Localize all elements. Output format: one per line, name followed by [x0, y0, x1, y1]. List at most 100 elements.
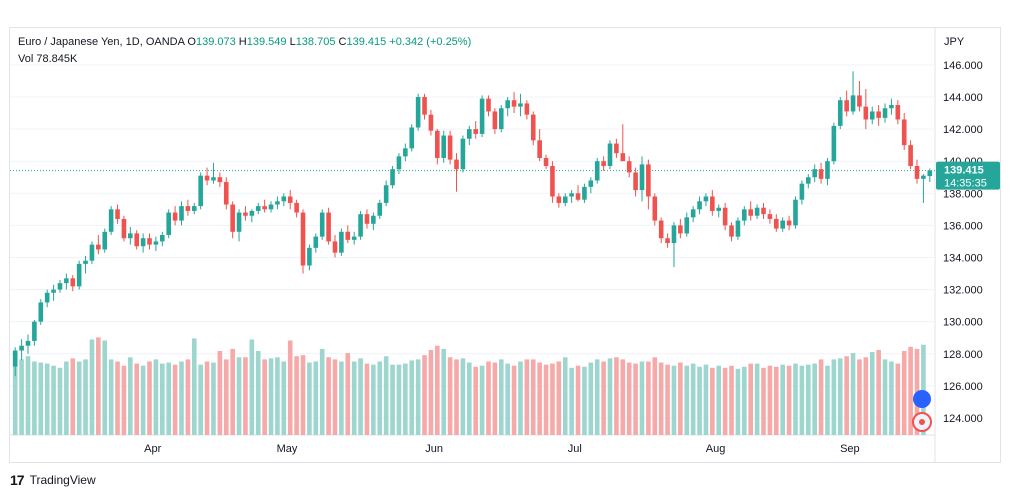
volume-bar	[441, 348, 447, 435]
candle-body	[646, 164, 651, 197]
volume-bar	[243, 357, 248, 435]
volume-bar	[869, 352, 875, 435]
volume-bar	[505, 363, 510, 435]
volume-bar	[498, 359, 504, 435]
volume-label[interactable]: Vol	[18, 53, 34, 65]
volume-bar	[428, 349, 434, 435]
volume-bar	[326, 357, 331, 435]
brand-name[interactable]: TradingView	[29, 473, 96, 487]
volume-bar	[537, 362, 542, 435]
high-label: H	[238, 36, 247, 48]
candle-body	[32, 321, 37, 341]
symbol-title[interactable]: Euro / Japanese Yen, 1D, OANDA	[18, 36, 185, 48]
symbol-legend: Euro / Japanese Yen, 1D, OANDA O139.073 …	[18, 34, 471, 51]
volume-bar	[607, 358, 613, 435]
candle-body	[19, 345, 24, 351]
time-axis[interactable]: Apr May Jun Jul Aug Sep	[144, 443, 859, 455]
volume-bar	[825, 365, 830, 435]
volume-bar	[748, 363, 754, 435]
volume-bar	[703, 364, 709, 435]
candle-body	[281, 196, 287, 202]
volume-bar	[211, 362, 216, 435]
candle-body	[844, 100, 849, 112]
volume-bar	[275, 357, 280, 435]
open-value: 139.073	[195, 36, 236, 48]
volume-bar	[454, 359, 459, 435]
axis-currency-label: JPY	[944, 36, 965, 48]
candle-body	[287, 196, 293, 203]
volume-bar	[710, 367, 715, 435]
volume-bar	[646, 361, 651, 435]
volume-bar	[147, 361, 152, 435]
candle-body	[396, 156, 402, 170]
volume-bar	[383, 356, 389, 435]
volume-bar	[217, 351, 223, 435]
candle-body	[96, 244, 101, 250]
volume-bar	[614, 357, 619, 435]
volume-bar	[64, 361, 69, 435]
candle-body	[89, 244, 95, 261]
last-price-value: 139.415	[944, 165, 984, 177]
candle-body	[633, 172, 638, 191]
price-axis[interactable]: JPY146.000144.000142.000140.000138.00013…	[912, 36, 1000, 432]
volume-bar	[594, 359, 600, 435]
candle-body	[818, 169, 824, 179]
candle-body	[588, 180, 594, 187]
candle-body	[882, 108, 888, 118]
candle-body	[275, 201, 280, 205]
candle-body	[128, 233, 133, 239]
candlestick-chart[interactable]: JPY146.000144.000142.000140.000138.00013…	[10, 28, 1000, 462]
volume-bar	[351, 361, 357, 435]
volume-bar	[665, 364, 670, 435]
candle-body	[908, 145, 913, 167]
candle-body	[249, 210, 255, 216]
volume-bar	[364, 363, 370, 435]
volume-bar	[837, 358, 843, 435]
volume-bar	[294, 356, 299, 435]
candle-body	[159, 235, 165, 242]
candle-body	[601, 161, 606, 167]
candle-body	[64, 278, 69, 284]
y-tick-label: 138.000	[943, 188, 983, 200]
candle-body	[409, 127, 415, 149]
candle-body	[479, 98, 485, 134]
volume-bar	[115, 361, 120, 435]
volume-bar	[313, 361, 319, 435]
candle-body	[869, 111, 875, 120]
candle-body	[594, 161, 600, 181]
volume-bar	[140, 365, 146, 435]
candle-body	[466, 129, 472, 139]
candle-body	[518, 103, 523, 107]
candle-body	[211, 177, 216, 181]
candle-body	[748, 209, 754, 216]
volume-bar	[415, 359, 421, 435]
candle-body	[735, 220, 741, 237]
candle-body	[179, 206, 184, 221]
volume-bar	[895, 363, 901, 435]
volume-bar	[268, 358, 274, 435]
candle-body	[716, 207, 722, 211]
volume-bars	[12, 337, 926, 435]
candle-body	[690, 209, 696, 218]
volume-bar	[204, 361, 210, 435]
volume-bar	[479, 365, 485, 435]
candle-body	[678, 225, 683, 234]
open-label: O	[187, 36, 196, 48]
volume-bar	[658, 362, 664, 435]
tradingview-logo-icon[interactable]: 17	[10, 472, 25, 488]
low-value: 138.705	[295, 36, 336, 48]
volume-bar	[409, 360, 415, 435]
volume-bar	[773, 366, 779, 435]
volume-bar	[786, 365, 792, 435]
y-tick-label: 134.000	[943, 252, 983, 264]
candle-body	[652, 196, 658, 221]
candle-body	[831, 125, 837, 162]
candle-body	[332, 241, 338, 253]
volume-bar	[466, 362, 472, 435]
volume-bar	[179, 361, 184, 435]
candle-body	[684, 217, 690, 234]
volume-bar	[799, 365, 805, 435]
candle-body	[575, 193, 581, 200]
y-tick-label: 124.000	[943, 413, 983, 425]
volume-bar	[255, 351, 261, 435]
